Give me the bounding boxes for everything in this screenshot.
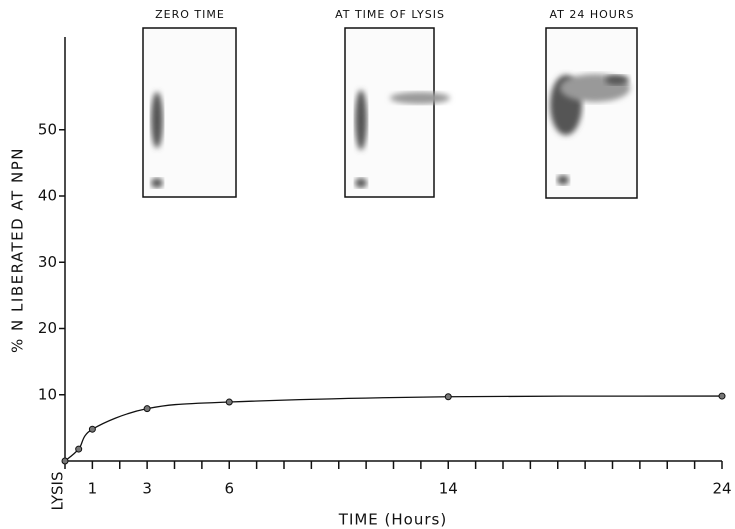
x-tick-label: LYSIS [49,472,67,511]
y-tick-label: 30 [38,253,57,271]
inset-2: AT TIME OF LYSIS [335,8,450,198]
point [88,425,96,433]
y-tick-label: 50 [38,120,57,138]
point [444,393,452,401]
x-tick-label: 6 [224,480,234,498]
inset-3: AT 24 HOURS [545,8,638,199]
spot [355,90,367,150]
x-tick-label: 3 [142,480,152,498]
spot [151,92,163,148]
x-tick-label: 14 [439,480,458,498]
point [75,445,83,453]
y-axis-title: % N LIBERATED AT NPN [9,147,27,353]
spot [390,92,450,104]
point [225,398,233,406]
inset-1: ZERO TIME [142,8,237,198]
y-tick-label: 10 [38,385,57,403]
y-tick-label: 40 [38,187,57,205]
inset-title: ZERO TIME [155,8,225,21]
inset-title: AT 24 HOURS [550,8,635,21]
point [718,392,726,400]
spot [151,178,163,188]
x-tick-label: 1 [88,480,98,498]
point [143,405,151,413]
curve [64,395,723,462]
point [61,457,69,465]
x-tick-label: 24 [712,480,731,498]
y-tick-label: 20 [38,319,57,337]
spot [605,75,629,85]
spot [355,178,367,188]
inset-title: AT TIME OF LYSIS [335,8,445,21]
spot [557,175,569,185]
x-axis-title: TIME (Hours) [338,511,447,529]
